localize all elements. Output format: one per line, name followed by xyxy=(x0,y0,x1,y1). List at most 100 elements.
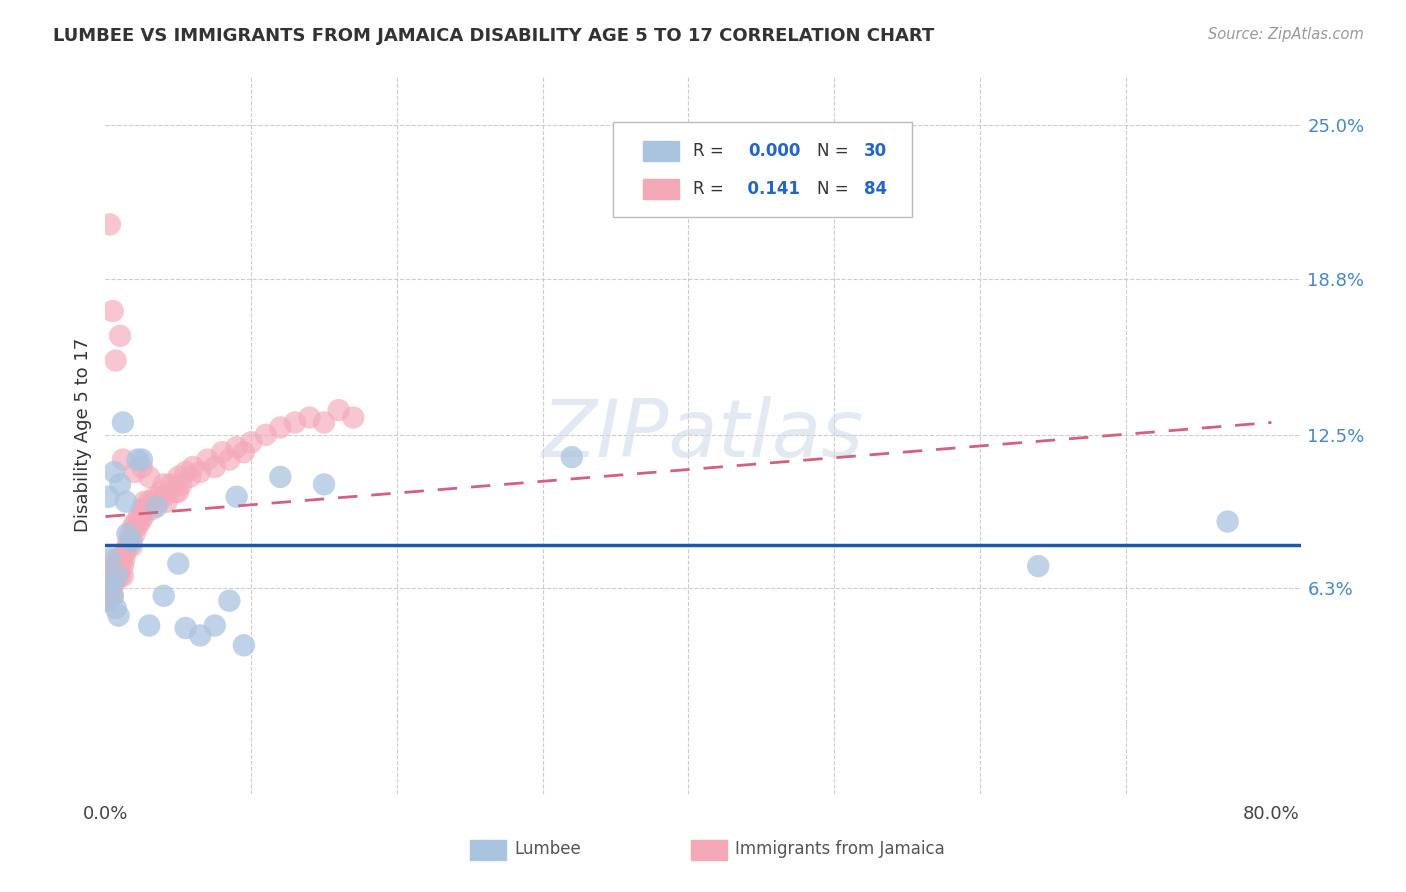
Point xyxy=(1216,515,1239,529)
Point xyxy=(145,500,167,514)
Point xyxy=(124,527,146,541)
Point xyxy=(232,445,254,459)
Point xyxy=(129,515,152,529)
Point xyxy=(97,593,120,607)
Point xyxy=(204,460,226,475)
Point xyxy=(108,569,131,583)
Point xyxy=(152,589,174,603)
Point xyxy=(101,304,124,318)
Point xyxy=(111,416,134,430)
Point xyxy=(167,470,190,484)
Point xyxy=(115,494,138,508)
Text: 0.000: 0.000 xyxy=(748,142,801,161)
Point xyxy=(101,589,124,603)
Point xyxy=(127,519,149,533)
Point xyxy=(121,539,143,553)
Point xyxy=(146,494,169,508)
Point xyxy=(98,569,121,583)
Point xyxy=(342,410,364,425)
Point xyxy=(165,484,187,499)
Point xyxy=(240,435,263,450)
Point xyxy=(96,593,118,607)
Point xyxy=(269,420,291,434)
Point xyxy=(111,452,134,467)
Point xyxy=(561,450,583,464)
Point xyxy=(138,494,160,508)
Point xyxy=(254,428,277,442)
Point xyxy=(312,416,335,430)
Point xyxy=(135,502,157,516)
Point xyxy=(218,593,240,607)
Point xyxy=(204,618,226,632)
Bar xyxy=(644,178,679,199)
Point xyxy=(122,519,145,533)
Text: Immigrants from Jamaica: Immigrants from Jamaica xyxy=(735,840,945,858)
Point xyxy=(174,621,197,635)
Point xyxy=(103,559,125,574)
Point xyxy=(107,551,129,566)
Point xyxy=(124,465,146,479)
Point xyxy=(118,534,141,549)
Point xyxy=(121,534,143,549)
Point xyxy=(120,527,142,541)
Point xyxy=(131,502,153,516)
Point xyxy=(101,569,124,583)
Point xyxy=(225,490,247,504)
Point xyxy=(110,551,132,566)
Point xyxy=(131,452,153,467)
Point xyxy=(170,477,193,491)
Point xyxy=(101,589,124,603)
Point xyxy=(156,494,179,508)
Point xyxy=(131,460,153,475)
Point xyxy=(107,608,129,623)
Point xyxy=(105,569,128,583)
Point xyxy=(232,638,254,652)
Point xyxy=(103,465,125,479)
Point xyxy=(298,410,321,425)
Text: N =: N = xyxy=(817,179,848,197)
Point xyxy=(225,440,247,454)
Point xyxy=(127,452,149,467)
Text: Lumbee: Lumbee xyxy=(515,840,581,858)
Text: R =: R = xyxy=(693,179,724,197)
Bar xyxy=(470,840,506,860)
Point xyxy=(112,551,135,566)
Point xyxy=(100,576,122,591)
Point xyxy=(108,559,131,574)
Point xyxy=(111,559,134,574)
Text: LUMBEE VS IMMIGRANTS FROM JAMAICA DISABILITY AGE 5 TO 17 CORRELATION CHART: LUMBEE VS IMMIGRANTS FROM JAMAICA DISABI… xyxy=(53,27,935,45)
Point xyxy=(105,559,128,574)
Point xyxy=(111,569,134,583)
Point xyxy=(104,601,127,615)
Bar xyxy=(692,840,727,860)
Point xyxy=(96,576,118,591)
Point xyxy=(143,490,166,504)
Text: 30: 30 xyxy=(865,142,887,161)
Point xyxy=(179,470,201,484)
Point xyxy=(269,470,291,484)
Point xyxy=(96,589,118,603)
Bar xyxy=(644,141,679,161)
Point xyxy=(100,583,122,598)
Point xyxy=(108,477,131,491)
Text: N =: N = xyxy=(817,142,848,161)
Point xyxy=(138,618,160,632)
Point xyxy=(100,564,122,578)
Point xyxy=(96,564,118,578)
Point xyxy=(98,576,121,591)
Text: R =: R = xyxy=(693,142,724,161)
Point xyxy=(97,583,120,598)
Point xyxy=(328,403,350,417)
Point xyxy=(104,564,127,578)
Point xyxy=(98,589,121,603)
Point xyxy=(103,576,125,591)
Point xyxy=(115,544,138,558)
Point xyxy=(312,477,335,491)
Text: 0.141: 0.141 xyxy=(737,179,800,197)
Point xyxy=(160,477,183,491)
Point xyxy=(97,490,120,504)
Point xyxy=(107,564,129,578)
Point xyxy=(105,569,128,583)
Point xyxy=(97,576,120,591)
Point xyxy=(132,509,155,524)
